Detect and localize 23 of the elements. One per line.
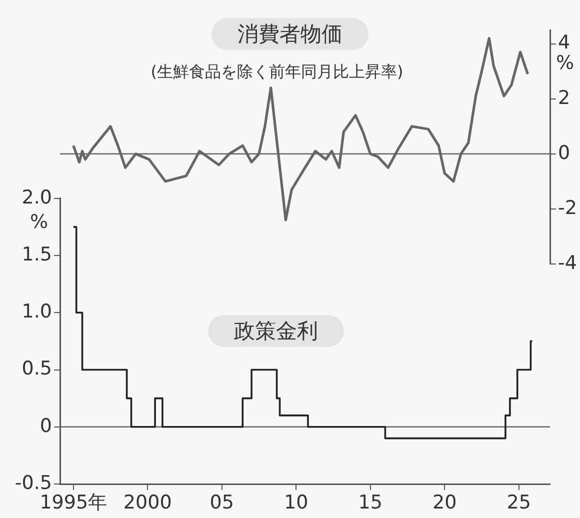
y2-tick-label: 2: [558, 86, 570, 109]
y-tick-label: -0.5: [14, 472, 52, 494]
text: (生鮮食品を除く前年同月比上昇率): [150, 62, 404, 83]
y2-axis-title: %: [556, 52, 574, 74]
chart-title: 消費者物価: [212, 18, 368, 50]
x-tick-label: 20: [432, 491, 457, 514]
y2-tick-label: 0: [558, 142, 570, 164]
y-tick-label: 1.0: [22, 300, 52, 323]
y-tick-label: 0.5: [22, 358, 52, 380]
x-tick-label: 05: [210, 491, 234, 514]
y-tick-label: 2.0: [22, 186, 52, 208]
x-tick-label: 25: [506, 491, 531, 514]
y-tick-label: 0: [40, 414, 52, 437]
y2-tick-label: -2: [558, 196, 577, 219]
x-tick-label: 15: [358, 491, 382, 514]
y2-tick-label: 4: [558, 32, 570, 54]
x-tick-label: 1995年: [40, 491, 108, 514]
y-axis-title: %: [30, 211, 48, 233]
y2-tick-label: -4: [558, 252, 577, 274]
x-tick-label: 10: [284, 491, 308, 514]
y-tick-label: 1.5: [22, 243, 52, 266]
x-tick-label: 2000: [123, 491, 172, 514]
text: 政策金利: [208, 315, 344, 347]
